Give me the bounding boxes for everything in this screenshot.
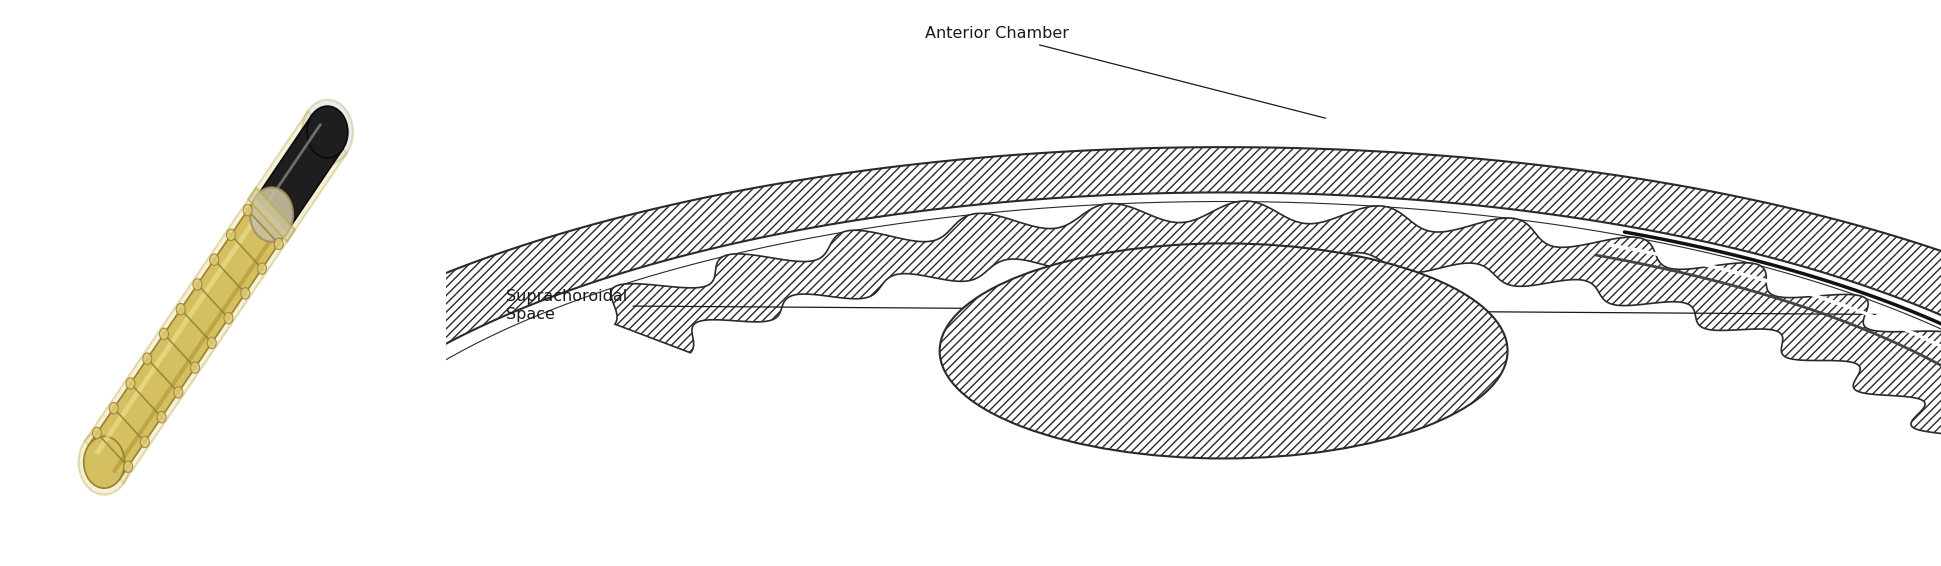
Polygon shape bbox=[85, 111, 347, 483]
Circle shape bbox=[227, 229, 235, 241]
Circle shape bbox=[93, 427, 101, 439]
Polygon shape bbox=[89, 198, 287, 479]
Circle shape bbox=[258, 263, 266, 275]
Circle shape bbox=[140, 436, 149, 448]
Polygon shape bbox=[256, 115, 344, 231]
Circle shape bbox=[177, 303, 184, 315]
Text: Anterior Chamber: Anterior Chamber bbox=[924, 27, 1326, 118]
Circle shape bbox=[243, 204, 252, 216]
Circle shape bbox=[250, 187, 293, 242]
Circle shape bbox=[190, 362, 200, 374]
Circle shape bbox=[78, 430, 130, 495]
Polygon shape bbox=[248, 187, 295, 242]
Text: Suprachoroidal
Space: Suprachoroidal Space bbox=[507, 289, 1875, 322]
Circle shape bbox=[939, 243, 1508, 458]
Circle shape bbox=[157, 411, 167, 423]
Circle shape bbox=[241, 288, 250, 299]
Circle shape bbox=[208, 337, 215, 349]
Circle shape bbox=[301, 100, 353, 165]
Circle shape bbox=[126, 378, 136, 389]
Circle shape bbox=[144, 353, 151, 365]
Circle shape bbox=[210, 254, 219, 265]
Circle shape bbox=[83, 436, 124, 488]
Circle shape bbox=[175, 387, 182, 398]
Circle shape bbox=[307, 106, 347, 158]
Polygon shape bbox=[181, 147, 1941, 465]
Circle shape bbox=[109, 402, 118, 414]
Circle shape bbox=[223, 312, 233, 324]
Circle shape bbox=[124, 461, 132, 473]
Circle shape bbox=[192, 278, 202, 290]
Circle shape bbox=[159, 328, 169, 340]
Polygon shape bbox=[611, 201, 1941, 470]
Circle shape bbox=[274, 238, 283, 250]
